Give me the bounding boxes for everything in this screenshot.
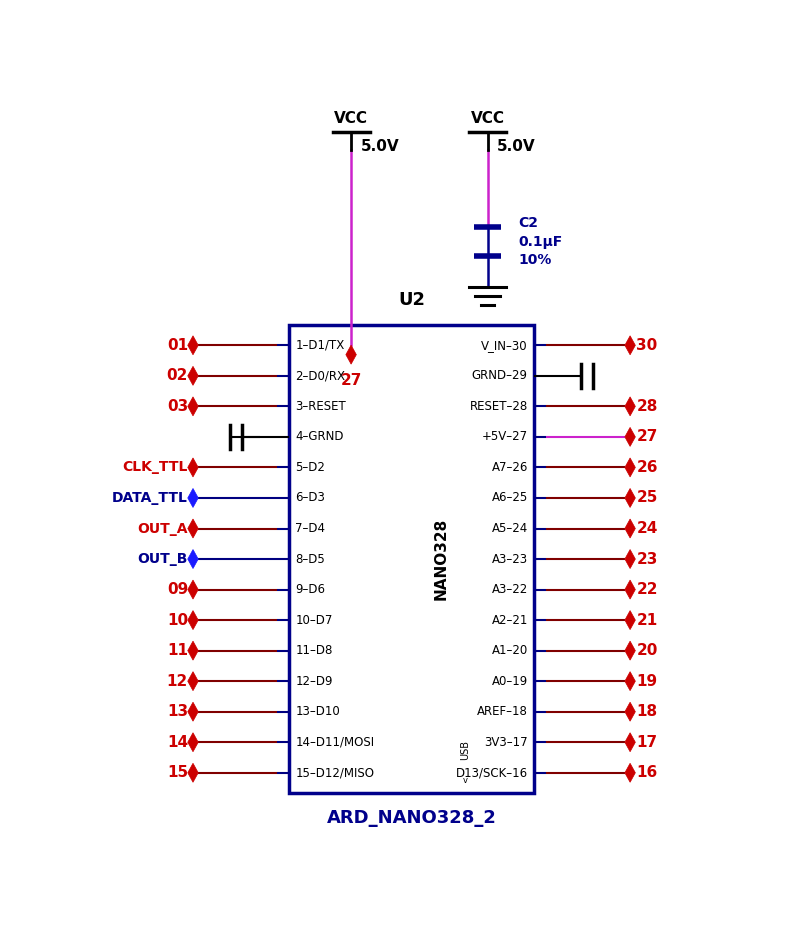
Text: 14: 14 bbox=[167, 735, 188, 750]
Text: 10–D7: 10–D7 bbox=[295, 613, 333, 627]
Text: DATA_TTL: DATA_TTL bbox=[112, 491, 188, 505]
Text: A0–19: A0–19 bbox=[491, 675, 528, 687]
Text: VCC: VCC bbox=[470, 111, 505, 126]
Polygon shape bbox=[625, 672, 635, 691]
Text: A1–20: A1–20 bbox=[491, 644, 528, 657]
Text: 1–D1/TX: 1–D1/TX bbox=[295, 338, 345, 352]
Polygon shape bbox=[188, 611, 198, 629]
Text: 13–D10: 13–D10 bbox=[295, 705, 340, 719]
Text: 3–RESET: 3–RESET bbox=[295, 400, 346, 413]
Polygon shape bbox=[188, 488, 198, 507]
Text: 20: 20 bbox=[636, 643, 658, 658]
Text: 15: 15 bbox=[167, 765, 188, 780]
Text: AREF–18: AREF–18 bbox=[477, 705, 528, 719]
Polygon shape bbox=[188, 641, 198, 660]
Text: 25: 25 bbox=[636, 490, 658, 505]
Text: 10: 10 bbox=[167, 612, 188, 628]
Text: 24: 24 bbox=[636, 521, 658, 536]
Text: 27: 27 bbox=[636, 429, 658, 445]
Text: V_IN–30: V_IN–30 bbox=[481, 338, 528, 352]
Text: 11: 11 bbox=[167, 643, 188, 658]
Text: A3–22: A3–22 bbox=[491, 583, 528, 596]
Text: ARD_NANO328_2: ARD_NANO328_2 bbox=[326, 809, 497, 827]
Polygon shape bbox=[625, 641, 635, 660]
Text: 17: 17 bbox=[636, 735, 658, 750]
Text: OUT_A: OUT_A bbox=[138, 521, 188, 536]
Text: U2: U2 bbox=[398, 291, 425, 309]
Text: 5.0V: 5.0V bbox=[361, 139, 399, 155]
Text: D13/SCK–16: D13/SCK–16 bbox=[456, 766, 528, 779]
Text: 18: 18 bbox=[636, 704, 658, 720]
Text: 14–D11/MOSI: 14–D11/MOSI bbox=[295, 736, 374, 749]
Text: A5–24: A5–24 bbox=[491, 522, 528, 535]
Text: OUT_B: OUT_B bbox=[138, 552, 188, 566]
Text: 01: 01 bbox=[167, 337, 188, 353]
Text: 7–D4: 7–D4 bbox=[295, 522, 326, 535]
Text: 23: 23 bbox=[636, 552, 658, 567]
Text: 11–D8: 11–D8 bbox=[295, 644, 333, 657]
Text: 16: 16 bbox=[636, 765, 658, 780]
Text: 5–D2: 5–D2 bbox=[295, 461, 325, 474]
Polygon shape bbox=[188, 397, 198, 416]
Text: +5V–27: +5V–27 bbox=[482, 430, 528, 444]
Text: NANO328: NANO328 bbox=[434, 518, 449, 600]
Text: RESET–28: RESET–28 bbox=[470, 400, 528, 413]
Text: v: v bbox=[463, 775, 468, 785]
Text: 3V3–17: 3V3–17 bbox=[484, 736, 528, 749]
Text: 2–D0/RX: 2–D0/RX bbox=[295, 370, 346, 382]
Text: 6–D3: 6–D3 bbox=[295, 491, 325, 504]
Text: 9–D6: 9–D6 bbox=[295, 583, 326, 596]
Polygon shape bbox=[625, 702, 635, 721]
Polygon shape bbox=[625, 580, 635, 599]
Text: 5.0V: 5.0V bbox=[497, 139, 535, 155]
Polygon shape bbox=[625, 763, 635, 782]
Text: 13: 13 bbox=[167, 704, 188, 720]
Text: 8–D5: 8–D5 bbox=[295, 553, 325, 566]
Text: 30: 30 bbox=[636, 337, 658, 353]
Text: 27: 27 bbox=[341, 373, 362, 388]
Text: 26: 26 bbox=[636, 460, 658, 475]
Polygon shape bbox=[188, 580, 198, 599]
Text: 19: 19 bbox=[636, 674, 658, 688]
Text: 4–GRND: 4–GRND bbox=[295, 430, 344, 444]
Polygon shape bbox=[188, 733, 198, 752]
Polygon shape bbox=[625, 519, 635, 538]
Text: 22: 22 bbox=[636, 582, 658, 597]
Polygon shape bbox=[625, 336, 635, 355]
Text: 15–D12/MISO: 15–D12/MISO bbox=[295, 766, 374, 779]
Text: C2
0.1μF
10%: C2 0.1μF 10% bbox=[518, 216, 562, 267]
Text: GRND–29: GRND–29 bbox=[472, 370, 528, 382]
Text: A3–23: A3–23 bbox=[492, 553, 528, 566]
Polygon shape bbox=[188, 336, 198, 355]
Polygon shape bbox=[188, 702, 198, 721]
Polygon shape bbox=[625, 550, 635, 569]
Polygon shape bbox=[625, 733, 635, 752]
Polygon shape bbox=[625, 428, 635, 447]
Polygon shape bbox=[188, 672, 198, 691]
Polygon shape bbox=[188, 366, 198, 385]
Text: 03: 03 bbox=[166, 399, 188, 414]
Text: A7–26: A7–26 bbox=[491, 461, 528, 474]
Text: USB: USB bbox=[461, 740, 470, 760]
Polygon shape bbox=[625, 458, 635, 477]
Text: 02: 02 bbox=[166, 369, 188, 383]
Text: VCC: VCC bbox=[334, 111, 368, 126]
Text: 12–D9: 12–D9 bbox=[295, 675, 333, 687]
Bar bbox=[289, 325, 534, 793]
Polygon shape bbox=[188, 458, 198, 477]
Text: A6–25: A6–25 bbox=[491, 491, 528, 504]
Text: 28: 28 bbox=[636, 399, 658, 414]
Text: CLK_TTL: CLK_TTL bbox=[122, 461, 188, 474]
Text: 12: 12 bbox=[166, 674, 188, 688]
Polygon shape bbox=[188, 519, 198, 538]
Polygon shape bbox=[625, 488, 635, 507]
Polygon shape bbox=[346, 345, 356, 364]
Polygon shape bbox=[625, 611, 635, 629]
Text: 21: 21 bbox=[636, 612, 658, 628]
Polygon shape bbox=[625, 397, 635, 416]
Text: 09: 09 bbox=[166, 582, 188, 597]
Polygon shape bbox=[188, 550, 198, 569]
Polygon shape bbox=[188, 763, 198, 782]
Text: A2–21: A2–21 bbox=[491, 613, 528, 627]
